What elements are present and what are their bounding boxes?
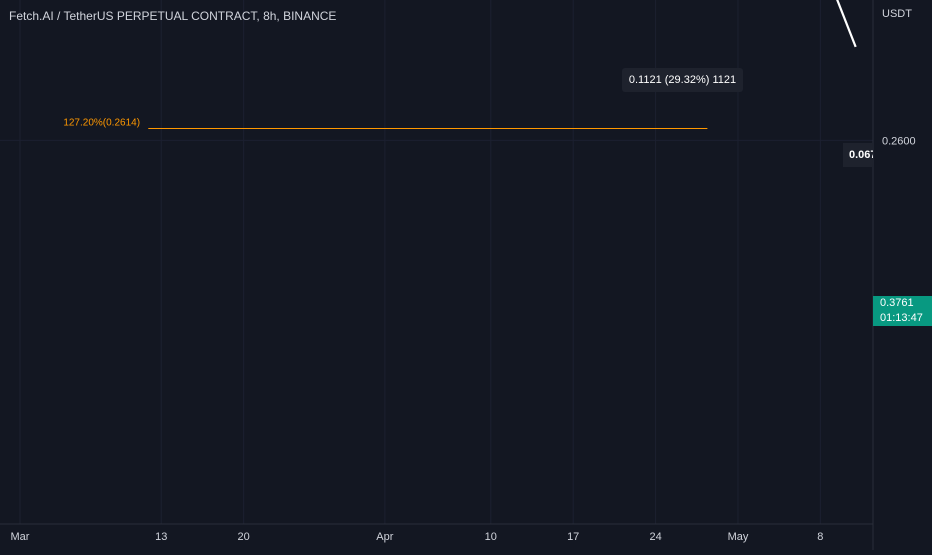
x-tick-label: May	[728, 531, 749, 543]
x-tick-label: 13	[155, 531, 167, 543]
partial-price-tag: 0.067	[843, 143, 873, 167]
time-axis[interactable]: Mar 13 20 Apr 10 17 24 May 8	[0, 523, 873, 543]
x-tick-label: Apr	[376, 531, 393, 543]
y-tick-label: 0.2600	[882, 135, 916, 147]
bar-countdown: 01:13:47	[873, 311, 932, 326]
measure-label: 0.1121 (29.32%) 1121	[622, 68, 743, 92]
x-tick-label: 10	[485, 531, 497, 543]
grid-layer	[0, 0, 873, 524]
x-tick-label: 8	[817, 531, 823, 543]
x-tick-label: 17	[567, 531, 579, 543]
fibonacci-levels[interactable]: 0.00%(0.4843)23.60%(0.4429)38.20%(0.4173…	[63, 0, 708, 129]
x-tick-label: 20	[238, 531, 250, 543]
x-tick-label: 24	[649, 531, 661, 543]
x-tick-label: Mar	[11, 531, 30, 543]
drawing-layer[interactable]	[0, 0, 873, 48]
chart-title: Fetch.AI / TetherUS PERPETUAL CONTRACT, …	[9, 9, 337, 23]
fib-level-label: 127.20%(0.2614)	[63, 118, 140, 129]
currency-label[interactable]: USDT	[882, 8, 912, 20]
current-price-tag: 0.3761	[873, 296, 932, 311]
price-axis[interactable]: 0.2600	[869, 0, 916, 550]
descending-trendline	[836, 0, 857, 48]
